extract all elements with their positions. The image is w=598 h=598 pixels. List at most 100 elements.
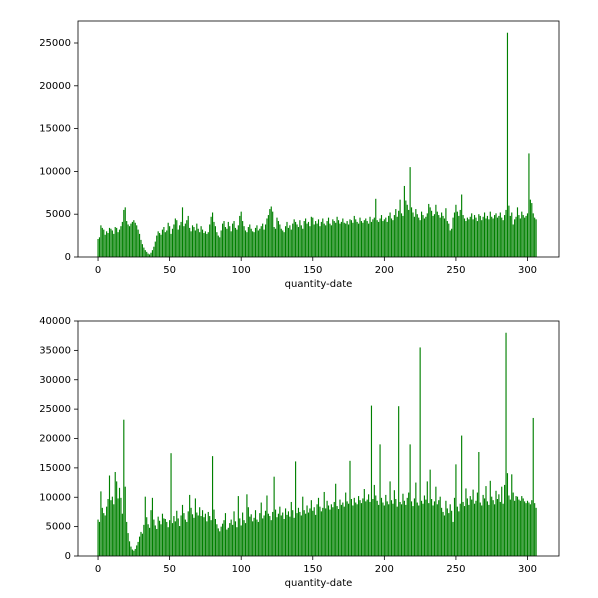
bar [286, 514, 288, 556]
bar [481, 220, 483, 257]
bar [250, 514, 252, 556]
bar [187, 215, 189, 257]
bar [468, 219, 470, 257]
bar [169, 226, 171, 257]
bar [365, 218, 367, 257]
bar [339, 223, 341, 257]
bar [498, 494, 500, 556]
bar [486, 215, 488, 257]
bar [415, 209, 417, 257]
bar [219, 237, 221, 257]
bar [340, 504, 342, 556]
bar [157, 516, 159, 556]
bar [400, 213, 403, 257]
bar [412, 212, 414, 257]
x-tick-label: 0 [95, 564, 101, 575]
bar [433, 214, 436, 257]
bar [194, 230, 196, 257]
bar [431, 499, 433, 556]
bar [439, 217, 441, 257]
bar [375, 198, 377, 257]
bar [516, 496, 519, 556]
bar [134, 222, 136, 257]
bar [104, 515, 106, 556]
bar [223, 520, 225, 556]
bar [495, 213, 497, 257]
bar [494, 504, 496, 556]
bar [244, 523, 247, 556]
bar [249, 224, 251, 257]
bar [528, 502, 530, 556]
bar [189, 494, 191, 556]
bar [458, 215, 460, 257]
bar [252, 521, 254, 556]
bar [402, 215, 404, 257]
bar [399, 501, 401, 556]
bar [299, 220, 301, 257]
bar [305, 513, 307, 556]
bar [203, 233, 205, 257]
bar [382, 221, 384, 257]
bar [186, 220, 188, 257]
bar [305, 218, 307, 257]
bar [277, 513, 279, 556]
bar [210, 520, 212, 556]
bar [393, 490, 395, 556]
bar [445, 500, 447, 556]
bar [306, 223, 308, 257]
bar [518, 215, 520, 257]
bar [140, 531, 142, 556]
bar [406, 204, 408, 257]
bar [448, 223, 450, 257]
bar [329, 223, 331, 257]
bar [161, 513, 164, 556]
bar [412, 506, 414, 556]
bar [419, 347, 421, 556]
bar [154, 525, 156, 556]
bar [352, 222, 354, 257]
bar [471, 499, 473, 556]
bar [159, 520, 161, 556]
bar [515, 496, 517, 556]
bar [293, 517, 295, 556]
bar [207, 232, 209, 257]
bar [455, 204, 457, 257]
bar [128, 226, 131, 257]
bar [297, 507, 300, 556]
bar [282, 230, 284, 257]
bar [264, 224, 267, 257]
bar [463, 506, 466, 556]
bar [535, 507, 537, 556]
bar [491, 216, 493, 257]
bar [150, 510, 152, 556]
bar [254, 227, 257, 257]
bar [114, 227, 116, 257]
bar [322, 507, 324, 556]
bar [423, 218, 426, 257]
bar [375, 495, 377, 556]
y-tick-label: 20000 [39, 434, 71, 445]
bar [123, 419, 125, 556]
bar [170, 233, 172, 257]
bar [525, 215, 527, 257]
bar [494, 215, 496, 257]
bar [269, 209, 271, 257]
bar [104, 234, 106, 257]
bar [191, 514, 194, 556]
x-tick-label: 300 [518, 265, 537, 276]
bar [388, 504, 390, 556]
bar [425, 216, 427, 257]
bar [292, 223, 294, 257]
bar [429, 469, 431, 556]
bar [316, 504, 318, 556]
bar [124, 486, 126, 556]
bar [428, 503, 430, 556]
bar [459, 503, 461, 556]
bar [508, 495, 510, 556]
bar [309, 226, 311, 257]
bar [326, 500, 328, 556]
bar [323, 491, 325, 556]
bar [360, 503, 363, 556]
bar [395, 209, 397, 257]
bar [289, 225, 291, 257]
